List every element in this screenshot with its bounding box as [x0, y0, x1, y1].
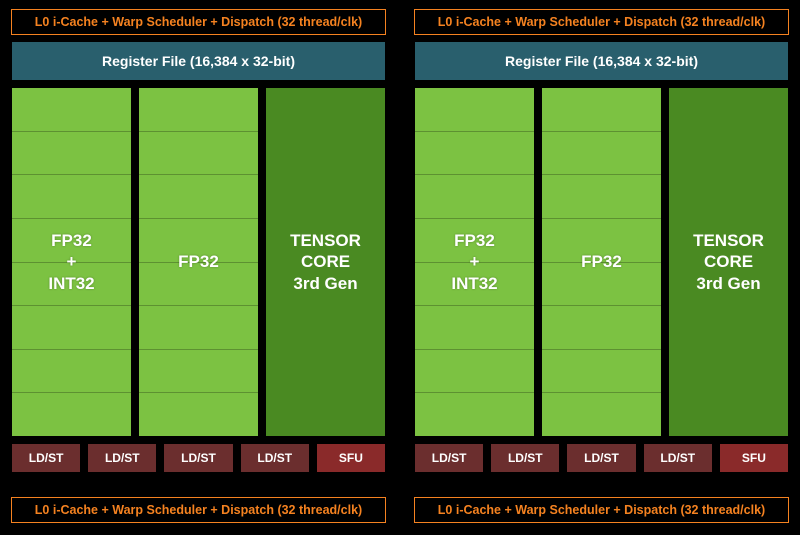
sm-row-2: L0 i-Cache + Warp Scheduler + Dispatch (… — [0, 488, 800, 524]
tensor-line-1: TENSOR — [290, 231, 361, 250]
tensor-label: TENSOR CORE 3rd Gen — [693, 230, 764, 294]
fp32-column: FP32 — [138, 87, 259, 437]
ldst-cell: LD/ST — [643, 443, 713, 473]
fp32-column: FP32 — [541, 87, 662, 437]
dispatch-header: L0 i-Cache + Warp Scheduler + Dispatch (… — [414, 497, 789, 523]
ldst-cell: LD/ST — [414, 443, 484, 473]
sm-row-1: L0 i-Cache + Warp Scheduler + Dispatch (… — [0, 0, 800, 482]
tensor-line-3: 3rd Gen — [293, 274, 357, 293]
fp32-int32-column: FP32 + INT32 — [11, 87, 132, 437]
dispatch-header: L0 i-Cache + Warp Scheduler + Dispatch (… — [11, 497, 386, 523]
tensor-line-1: TENSOR — [693, 231, 764, 250]
tensor-line-2: CORE — [704, 252, 753, 271]
register-file: Register File (16,384 x 32-bit) — [414, 41, 789, 81]
ldst-cell: LD/ST — [240, 443, 310, 473]
ldst-cell: LD/ST — [163, 443, 233, 473]
tensor-core-column: TENSOR CORE 3rd Gen — [668, 87, 789, 437]
sm-block: L0 i-Cache + Warp Scheduler + Dispatch (… — [403, 488, 800, 524]
cores-row: FP32 + INT32 FP32 TENSOR CORE 3rd Gen — [11, 87, 386, 437]
dispatch-header: L0 i-Cache + Warp Scheduler + Dispatch (… — [414, 9, 789, 35]
fp-label: FP32 — [581, 251, 622, 272]
ldst-cell: LD/ST — [490, 443, 560, 473]
tensor-core-column: TENSOR CORE 3rd Gen — [265, 87, 386, 437]
dispatch-header: L0 i-Cache + Warp Scheduler + Dispatch (… — [11, 9, 386, 35]
fp-label: FP32 + INT32 — [48, 230, 94, 294]
sfu-cell: SFU — [719, 443, 789, 473]
tensor-line-3: 3rd Gen — [696, 274, 760, 293]
ldst-cell: LD/ST — [11, 443, 81, 473]
sfu-cell: SFU — [316, 443, 386, 473]
fp-label: FP32 + INT32 — [451, 230, 497, 294]
cores-row: FP32 + INT32 FP32 TENSOR CORE 3rd Gen — [414, 87, 789, 437]
fp32-int32-column: FP32 + INT32 — [414, 87, 535, 437]
ldst-cell: LD/ST — [87, 443, 157, 473]
sm-block: L0 i-Cache + Warp Scheduler + Dispatch (… — [0, 488, 397, 524]
ldst-row: LD/ST LD/ST LD/ST LD/ST SFU — [414, 443, 789, 473]
sm-block: L0 i-Cache + Warp Scheduler + Dispatch (… — [403, 0, 800, 482]
tensor-line-2: CORE — [301, 252, 350, 271]
ldst-row: LD/ST LD/ST LD/ST LD/ST SFU — [11, 443, 386, 473]
ldst-cell: LD/ST — [566, 443, 636, 473]
tensor-label: TENSOR CORE 3rd Gen — [290, 230, 361, 294]
sm-diagram: L0 i-Cache + Warp Scheduler + Dispatch (… — [0, 0, 800, 535]
register-file: Register File (16,384 x 32-bit) — [11, 41, 386, 81]
fp-label: FP32 — [178, 251, 219, 272]
sm-block: L0 i-Cache + Warp Scheduler + Dispatch (… — [0, 0, 397, 482]
